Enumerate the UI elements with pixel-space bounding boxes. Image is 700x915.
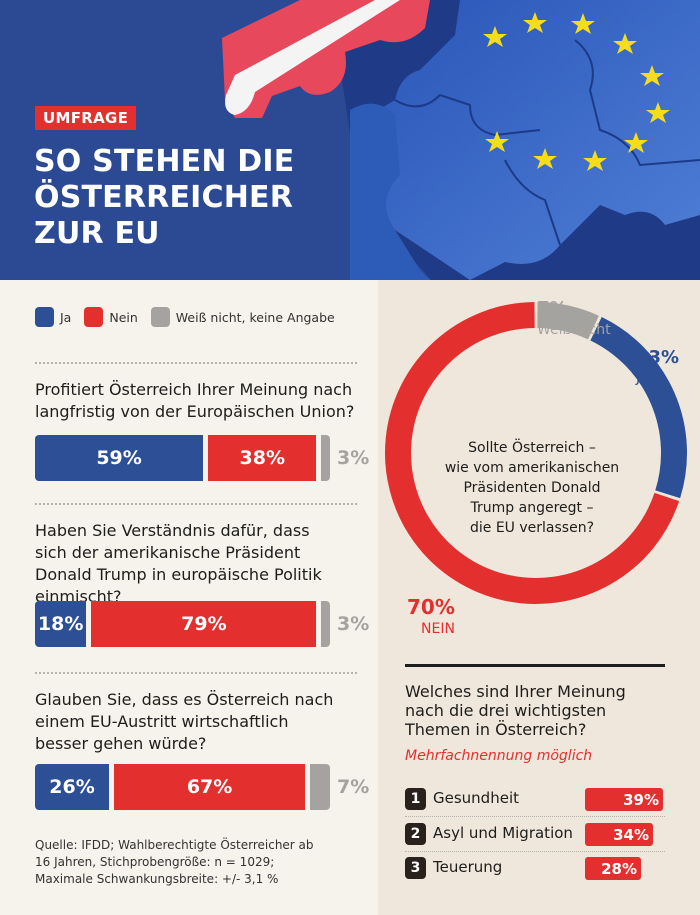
legend-item-ja: Ja bbox=[35, 307, 71, 327]
austria-puzzle-piece bbox=[222, 0, 430, 118]
eu-stars bbox=[483, 12, 670, 171]
legend-item-nein: Nein bbox=[84, 307, 138, 327]
source-note: Quelle: IFDD; Wahlberechtigte Österreich… bbox=[35, 837, 355, 888]
legend-swatch-nein bbox=[84, 307, 104, 327]
stacked-bar-1: 59% 38% 3% bbox=[35, 435, 369, 481]
rank-badge: 1 bbox=[405, 788, 426, 810]
donut-label-ja-name: JA bbox=[636, 370, 650, 386]
page-title: SO STEHEN DIE ÖSTERREICHER ZUR EU bbox=[34, 144, 294, 252]
donut-question-line: Präsidenten Donald bbox=[463, 480, 601, 496]
bar-segment-weiss-nicht bbox=[321, 435, 330, 481]
donut-question-line: wie vom amerikanischen bbox=[444, 460, 620, 476]
topics-question: Welches sind Ihrer Meinung nach die drei… bbox=[405, 682, 675, 739]
legend-label: Weiß nicht, keine Angabe bbox=[175, 309, 335, 325]
donut-question-line: die EU verlassen? bbox=[469, 520, 594, 536]
topics-question-line: Welches sind Ihrer Meinung bbox=[405, 682, 626, 701]
donut-label-ja-value: 23% bbox=[636, 347, 680, 368]
source-line: Maximale Schwankungsbreite: +/- 3,1 % bbox=[35, 872, 279, 886]
donut-label-nein-name: NEIN bbox=[421, 621, 455, 637]
legend-swatch-weiss-nicht bbox=[150, 307, 170, 327]
legend-swatch-ja bbox=[35, 307, 54, 327]
topic-bar: 39% bbox=[585, 788, 663, 811]
divider bbox=[35, 672, 357, 674]
donut-label-weiss-nicht-value: 7% bbox=[537, 298, 568, 319]
title-line: ZUR EU bbox=[34, 216, 160, 251]
legend: Ja Nein Weiß nicht, keine Angabe bbox=[35, 307, 348, 327]
rank-badge: 3 bbox=[405, 857, 426, 879]
bar-segment-weiss-nicht bbox=[321, 601, 330, 647]
stacked-bar-3: 26% 67% 7% bbox=[35, 764, 369, 810]
bar-segment-nein: 79% bbox=[91, 601, 317, 647]
topic-row: 1 Gesundheit 39% bbox=[405, 787, 665, 811]
donut-question: Sollte Österreich – wie vom amerikanisch… bbox=[432, 438, 632, 538]
title-line: ÖSTERREICHER bbox=[34, 180, 294, 215]
donut-label-weiss-nicht-name: Weiß nicht bbox=[537, 322, 611, 338]
rank-badge: 2 bbox=[405, 823, 426, 845]
topic-label: Teuerung bbox=[433, 858, 503, 876]
bar-label-weiss-nicht: 7% bbox=[337, 776, 370, 798]
question-3: Glauben Sie, dass es Österreich nach ein… bbox=[35, 690, 334, 753]
donut-slice-wei-nicht bbox=[536, 302, 599, 340]
legend-label: Nein bbox=[109, 309, 138, 325]
source-line: 16 Jahren, Stichprobengröße: n = 1029; bbox=[35, 855, 275, 869]
bar-segment-nein: 38% bbox=[208, 435, 317, 481]
divider bbox=[35, 362, 357, 364]
title-line: SO STEHEN DIE bbox=[34, 144, 295, 179]
bar-label-weiss-nicht: 3% bbox=[337, 447, 370, 469]
donut-slice-nein bbox=[385, 302, 680, 604]
bar-label-weiss-nicht: 3% bbox=[337, 613, 370, 635]
donut-label-nein-value: 70% bbox=[407, 595, 455, 619]
question-1: Profitiert Österreich Ihrer Meinung nach… bbox=[35, 380, 355, 421]
bar-segment-ja: 59% bbox=[35, 435, 204, 481]
question-2: Haben Sie Verständnis dafür, dass sich d… bbox=[35, 521, 322, 606]
topic-bar: 28% bbox=[585, 857, 641, 880]
legend-item-weiss-nicht: Weiß nicht, keine Angabe bbox=[150, 307, 335, 327]
divider bbox=[405, 851, 665, 852]
eu-puzzle-pieces bbox=[367, 0, 700, 280]
donut-question-line: Trump angeregt – bbox=[470, 500, 594, 516]
blue-puzzle-piece bbox=[350, 103, 430, 280]
topic-bar: 34% bbox=[585, 823, 653, 846]
section-rule bbox=[405, 664, 665, 667]
bar-segment-ja: 26% bbox=[35, 764, 110, 810]
topics-question-line: nach die drei wichtigsten bbox=[405, 701, 607, 720]
bar-segment-ja: 18% bbox=[35, 601, 87, 647]
divider bbox=[35, 503, 357, 505]
topic-label: Gesundheit bbox=[433, 789, 519, 807]
stacked-bar-2: 18% 79% 3% bbox=[35, 601, 369, 647]
bar-segment-weiss-nicht bbox=[310, 764, 330, 810]
bar-segment-nein: 67% bbox=[114, 764, 306, 810]
divider bbox=[405, 816, 665, 817]
donut-question-line: Sollte Österreich – bbox=[468, 440, 596, 456]
survey-badge: UMFRAGE bbox=[35, 106, 137, 130]
legend-label: Ja bbox=[60, 309, 72, 325]
topic-row: 2 Asyl und Migration 34% bbox=[405, 822, 665, 846]
puzzle-illustration bbox=[222, 0, 700, 280]
donut-slice-ja bbox=[590, 317, 687, 499]
topic-label: Asyl und Migration bbox=[433, 824, 573, 842]
topics-subtitle: Mehrfachnennung möglich bbox=[405, 748, 593, 764]
source-line: Quelle: IFDD; Wahlberechtigte Österreich… bbox=[35, 838, 314, 852]
topic-row: 3 Teuerung 28% bbox=[405, 856, 665, 880]
header-banner: UMFRAGE SO STEHEN DIE ÖSTERREICHER ZUR E… bbox=[0, 0, 700, 280]
donut-chart bbox=[385, 302, 687, 604]
topics-question-line: Themen in Österreich? bbox=[405, 720, 587, 739]
